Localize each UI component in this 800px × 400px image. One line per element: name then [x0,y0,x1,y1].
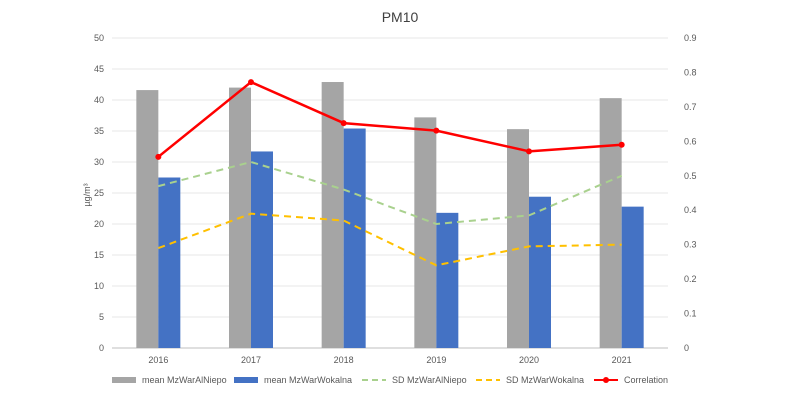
legend-marker [603,377,609,383]
data-point [340,120,347,127]
bar [507,129,529,348]
bar [529,196,551,348]
y-tick-label: 20 [94,219,104,229]
y-axis-title: µg/m³ [82,183,92,206]
x-tick-label: 2016 [148,355,168,365]
y-axis-left: 0 5 10 15 20 25 30 35 40 45 50 [94,33,104,353]
data-point [618,141,625,148]
bar [136,90,159,348]
y2-tick-label: 0.3 [684,240,697,250]
bars [136,82,644,349]
bar [599,98,622,348]
y-axis-right: 0 0.1 0.2 0.3 0.4 0.5 0.6 0.7 0.8 0.9 [684,33,697,353]
y-tick-label: 45 [94,64,104,74]
y-tick-label: 5 [99,312,104,322]
y2-tick-label: 0.9 [684,33,697,43]
legend-label: mean MzWarAlNiepo [142,375,227,385]
legend-swatch [112,377,136,383]
y2-tick-label: 0.8 [684,67,697,77]
bar [436,212,459,348]
data-point [248,79,254,86]
gridlines [112,37,668,349]
bar [414,117,437,348]
bar [621,206,644,348]
x-tick-label: 2021 [612,355,632,365]
y2-tick-label: 0.1 [684,309,697,319]
x-tick-label: 2020 [519,355,539,365]
y2-tick-label: 0.6 [684,136,697,146]
y-tick-label: 25 [94,188,104,198]
data-point [433,127,440,134]
y2-tick-label: 0.5 [684,171,697,181]
bar [158,177,181,348]
y-tick-label: 35 [94,126,104,136]
bar [321,82,344,349]
bar [251,151,273,348]
chart-title: PM10 [382,9,419,25]
y2-tick-label: 0.4 [684,205,697,215]
legend-label: SD MzWarAlNiepo [392,375,467,385]
y-tick-label: 30 [94,157,104,167]
y-tick-label: 50 [94,33,104,43]
y-tick-label: 40 [94,95,104,105]
y2-tick-label: 0.7 [684,102,697,112]
y2-tick-label: 0.2 [684,274,697,284]
legend-item: Correlation [594,375,668,385]
legend-item: mean MzWarWokalna [234,375,352,385]
legend-item: SD MzWarWokalna [476,375,584,385]
legend-label: mean MzWarWokalna [264,375,352,385]
y-tick-label: 10 [94,281,104,291]
x-tick-label: 2019 [426,355,446,365]
data-point [155,153,162,160]
legend-swatch [234,377,258,383]
series-lines [155,79,625,267]
y-tick-label: 0 [99,343,104,353]
series-line [157,212,622,267]
series-line [158,161,623,225]
x-tick-label: 2018 [334,355,354,365]
y-tick-label: 15 [94,250,104,260]
data-point [526,148,532,155]
legend-item: SD MzWarAlNiepo [362,375,467,385]
series-line [157,80,622,158]
x-axis: 2016 2017 2018 2019 2020 2021 [148,355,631,365]
y2-tick-label: 0 [684,343,689,353]
bar [343,128,366,348]
legend: mean MzWarAlNiepo mean MzWarWokalna SD MzW… [112,375,668,385]
legend-label: SD MzWarWokalna [506,375,584,385]
legend-label: Correlation [624,375,668,385]
legend-item: mean MzWarAlNiepo [112,375,227,385]
x-tick-label: 2017 [241,355,261,365]
